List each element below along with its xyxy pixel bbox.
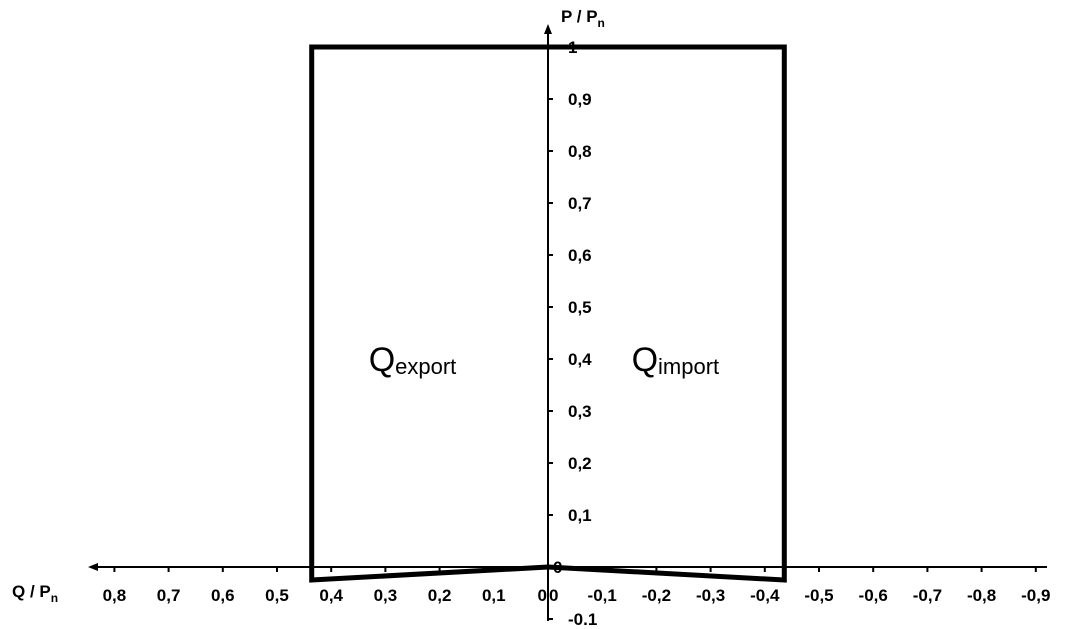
y-tick-label: 1 [568,38,577,57]
x-tick-label: -0,3 [696,586,725,605]
y-tick-label: 0,2 [568,454,592,473]
x-tick-label: 0,1 [482,586,506,605]
x-tick-label: 0,8 [103,586,127,605]
y-tick-label: -0.1 [568,610,597,629]
y-axis-arrow [544,24,552,34]
axes [88,24,1047,621]
x-tick-label: -0,6 [859,586,888,605]
x-tick-label: 0,6 [211,586,235,605]
y-tick-label: 0,8 [568,142,592,161]
ticks [113,46,1037,620]
y-tick-label: 0,4 [568,350,592,369]
y-tick-label: 0,9 [568,90,592,109]
x-tick-label: 0 [549,586,558,605]
y-tick-label: 0,1 [568,506,592,525]
x-tick-label: 0,2 [428,586,452,605]
x-tick-label: -0,4 [750,586,780,605]
x-tick-label: 0 [538,586,547,605]
y-tick-label: 0,3 [568,402,592,421]
y-tick-label: 0,5 [568,298,592,317]
x-tick-label: -0,7 [913,586,942,605]
x-axis-arrow [88,563,98,571]
y-tick-label: 0 [553,558,562,577]
x-axis-title: Q / Pn [12,582,58,605]
y-tick-label: 0,7 [568,194,592,213]
labels: 0,8 0,7 0,6 0,5 0,4 0,3 0,2 0,1 0 0 -0,1 -0,2 -0,3 -0… [12,7,1050,629]
x-tick-label: 0,7 [157,586,181,605]
x-tick-label: 0,5 [265,586,289,605]
y-tick-label: 0,6 [568,246,592,265]
q-export-label: Qexport [369,341,457,379]
y-axis-title: P / Pn [561,7,605,30]
x-tick-label: -0,8 [967,586,996,605]
x-tick-label: 0,3 [374,586,398,605]
capability-boundary-line [309,44,787,583]
x-tick-label: -0,9 [1021,586,1050,605]
x-tick-label: -0,2 [642,586,671,605]
q-import-label: Qimport [632,341,720,379]
x-tick-label: -0,1 [588,586,617,605]
x-tick-label: 0,4 [319,586,343,605]
series [309,44,787,583]
x-tick-label: -0,5 [804,586,833,605]
